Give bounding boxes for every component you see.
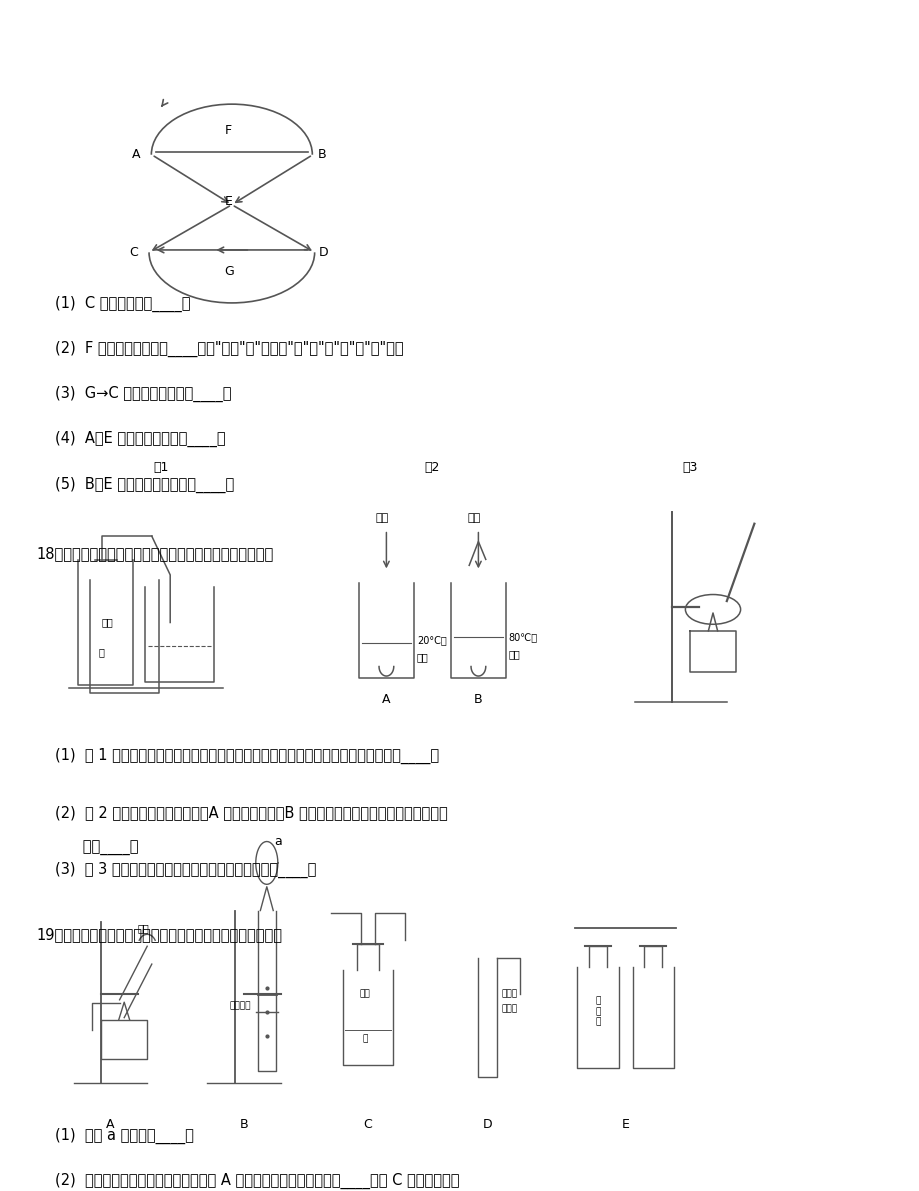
Text: a: a: [274, 835, 281, 848]
Text: 80℃水: 80℃水: [508, 631, 538, 642]
Text: 铁丝: 铁丝: [359, 990, 370, 998]
Text: (1)  C 的一种用途是____。: (1) C 的一种用途是____。: [55, 295, 190, 312]
Text: A: A: [106, 1118, 115, 1131]
Text: A: A: [131, 148, 140, 161]
Text: 氧气: 氧气: [375, 513, 388, 523]
Text: 图1: 图1: [153, 461, 168, 474]
Text: (2)  F 所属的物质类别是____（填"单质"、"氧化物"、"酸"、"碱"或"盐"）。: (2) F 所属的物质类别是____（填"单质"、"氧化物"、"酸"、"碱"或"…: [55, 341, 403, 357]
Text: 澄清的: 澄清的: [501, 990, 517, 998]
Text: E: E: [224, 194, 233, 207]
Text: 水: 水: [98, 647, 104, 657]
Text: (3)  G→C 的基本反应类型是____。: (3) G→C 的基本反应类型是____。: [55, 386, 232, 403]
Text: (2)  若实验室制取氧气的发生装置选用 A 装置，反应的化学方程式为____。用 C 装置进行氧气: (2) 若实验室制取氧气的发生装置选用 A 装置，反应的化学方程式为____。用…: [55, 1173, 460, 1189]
Text: (2)  图 2 是探究燃烧条件的实验。A 中白磷不燃烧，B 中白磷燃烧，说明可燃物燃烧的条件之: (2) 图 2 是探究燃烧条件的实验。A 中白磷不燃烧，B 中白磷燃烧，说明可燃…: [55, 805, 448, 821]
Text: 白磷: 白磷: [508, 649, 520, 660]
Text: (1)  图 1 是测定空气中氧气含量的实验。由该实验得出关于空气中氧气含量的结论是____。: (1) 图 1 是测定空气中氧气含量的实验。由该实验得出关于空气中氧气含量的结论…: [55, 748, 439, 763]
Text: 图3: 图3: [682, 461, 697, 474]
Text: B: B: [317, 148, 325, 161]
Text: D: D: [482, 1118, 492, 1131]
Text: 一是____。: 一是____。: [55, 841, 139, 856]
Text: F: F: [224, 124, 232, 137]
Text: 浓
硫
酸: 浓 硫 酸: [595, 997, 600, 1027]
Text: E: E: [621, 1118, 629, 1131]
Text: 水: 水: [362, 1035, 368, 1043]
Text: (1)  仪器 a 的名称是____。: (1) 仪器 a 的名称是____。: [55, 1128, 194, 1143]
Text: 多孔隔板: 多孔隔板: [230, 1002, 251, 1010]
Text: 棉花: 棉花: [138, 923, 150, 934]
Text: 红磷: 红磷: [102, 617, 113, 628]
Text: C: C: [129, 245, 138, 258]
Text: 18．实验是进行科学探究的重要手段。根据下图回答问题：: 18．实验是进行科学探究的重要手段。根据下图回答问题：: [37, 545, 274, 561]
Text: 20°C水: 20°C水: [416, 635, 446, 646]
Text: B: B: [239, 1118, 248, 1131]
Text: 氧气: 氧气: [467, 513, 480, 523]
Text: 石灰水: 石灰水: [501, 1005, 517, 1014]
Text: C: C: [363, 1118, 372, 1131]
Text: A: A: [381, 693, 391, 706]
Text: (4)  A～E 反应的实验现象是____。: (4) A～E 反应的实验现象是____。: [55, 431, 225, 448]
Text: 19．实验可以培养学生的化学核心素养。根据下图回答问题：: 19．实验可以培养学生的化学核心素养。根据下图回答问题：: [37, 927, 282, 942]
Text: 白磷: 白磷: [416, 651, 428, 662]
Text: D: D: [319, 245, 328, 258]
Text: G: G: [224, 264, 234, 278]
Text: B: B: [473, 693, 482, 706]
Text: (3)  图 3 是蒸发食盐水的实验。其中玻璃棒的作用是____。: (3) 图 3 是蒸发食盐水的实验。其中玻璃棒的作用是____。: [55, 862, 316, 878]
Text: 图2: 图2: [425, 461, 439, 474]
Text: (5)  B～E 反应的化学方程式是____。: (5) B～E 反应的化学方程式是____。: [55, 476, 234, 493]
